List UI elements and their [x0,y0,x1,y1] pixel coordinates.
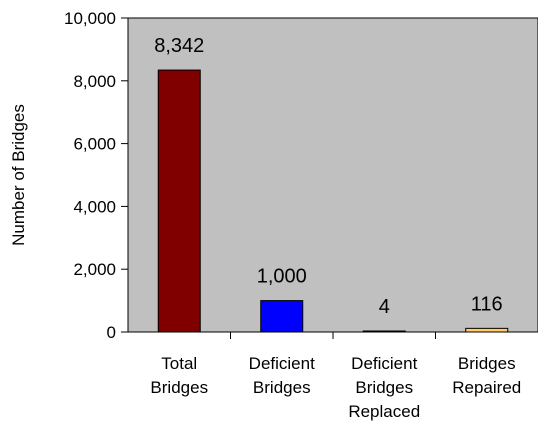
x-tick-label: Replaced [348,402,420,421]
data-label: 8,342 [154,35,204,57]
y-axis: 10,000 8,000 6,000 4,000 2,000 0 [64,9,128,342]
y-tick-label: 6,000 [73,135,116,154]
data-labels-group: 8,342 1,000 4 116 [154,35,502,318]
bar [157,69,201,333]
bar [465,327,509,333]
y-tick-label: 10,000 [64,9,116,28]
data-label: 116 [471,293,503,315]
y-tick-label: 2,000 [73,260,116,279]
x-tick-label: Deficient [249,354,315,373]
data-label: 1,000 [257,266,307,288]
y-tick-label: 4,000 [73,197,116,216]
x-tick-label: Total [161,354,197,373]
x-tick-label: Bridges [150,378,208,397]
x-tick-label: Bridges [253,378,311,397]
x-tick-label: Repaired [452,378,521,397]
x-tick-label: Bridges [355,378,413,397]
y-axis-label: Number of Bridges [9,104,28,246]
x-axis: Total Bridges Deficient Bridges Deficient Bri… [150,332,521,421]
bar [260,300,304,333]
y-tick-label: 8,000 [73,72,116,91]
bar [362,330,406,333]
y-tick-label: 0 [107,323,116,342]
data-label: 4 [379,296,390,318]
x-tick-label: Deficient [351,354,417,373]
bars-group [157,69,509,333]
x-tick-label: Bridges [458,354,516,373]
